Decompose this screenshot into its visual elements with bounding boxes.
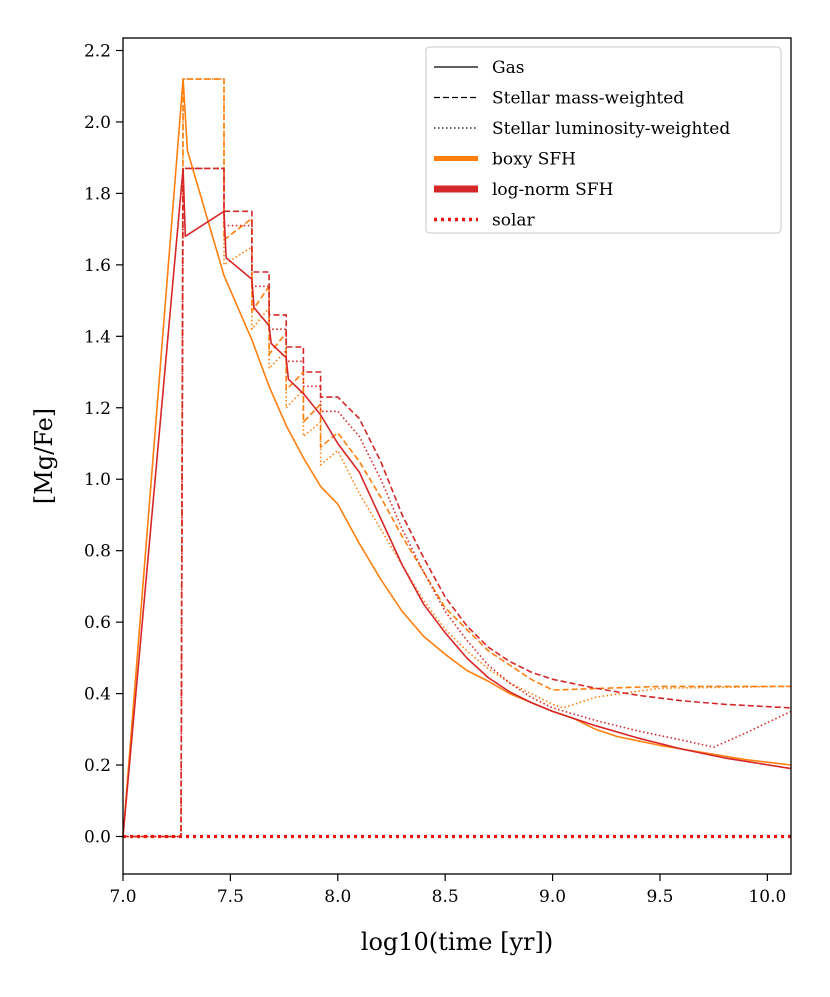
series-line-0 [122, 78, 792, 837]
y-tick-label: 0.8 [84, 542, 111, 562]
y-tick-label: 1.8 [84, 184, 111, 204]
y-tick-label: 1.2 [84, 399, 111, 419]
x-tick-label: 9.0 [539, 887, 566, 907]
series-line-3 [122, 167, 792, 837]
legend-label: Stellar luminosity-weighted [492, 119, 730, 139]
y-tick-label: 2.0 [84, 113, 111, 133]
series-line-1 [123, 78, 791, 838]
legend-label: log-norm SFH [492, 180, 613, 200]
y-tick-label: 1.0 [84, 470, 111, 490]
x-tick-label: 8.5 [432, 887, 459, 907]
axes-frame [122, 37, 792, 875]
legend-label: solar [492, 211, 536, 231]
series-line-5 [123, 167, 792, 838]
y-axis-label: [Mg/Fe] [30, 408, 58, 504]
series-layer [122, 78, 792, 839]
x-tick-label: 7.5 [217, 887, 244, 907]
x-tick-label: 7.0 [109, 887, 136, 907]
y-tick-label: 0.2 [84, 756, 111, 776]
y-tick-label: 0.0 [84, 827, 111, 847]
legend: Gas Stellar mass-weighted Stellar luminosi… [425, 46, 782, 234]
legend-label: boxy SFH [492, 150, 576, 170]
x-axis: 7.0 7.5 8.0 8.5 9.0 9.5 10.0 [109, 874, 786, 907]
x-tick-label: 10.0 [748, 887, 786, 907]
y-tick-label: 1.6 [84, 256, 111, 276]
y-axis: 0.0 0.2 0.4 0.6 0.8 1.0 1.2 1.4 1.6 1.8 2.0 2.2 [84, 42, 123, 847]
x-tick-label: 8.0 [324, 887, 351, 907]
series-line-4 [123, 167, 792, 838]
x-tick-label: 9.5 [646, 887, 673, 907]
y-tick-label: 0.4 [84, 685, 111, 705]
y-tick-label: 1.4 [84, 327, 111, 347]
y-tick-label: 0.6 [84, 613, 111, 633]
legend-label: Stellar mass-weighted [492, 89, 684, 109]
x-axis-label: log10(time [yr]) [361, 928, 553, 956]
legend-label: Gas [492, 58, 524, 78]
legend-box [425, 46, 782, 234]
y-tick-label: 2.2 [84, 42, 111, 62]
